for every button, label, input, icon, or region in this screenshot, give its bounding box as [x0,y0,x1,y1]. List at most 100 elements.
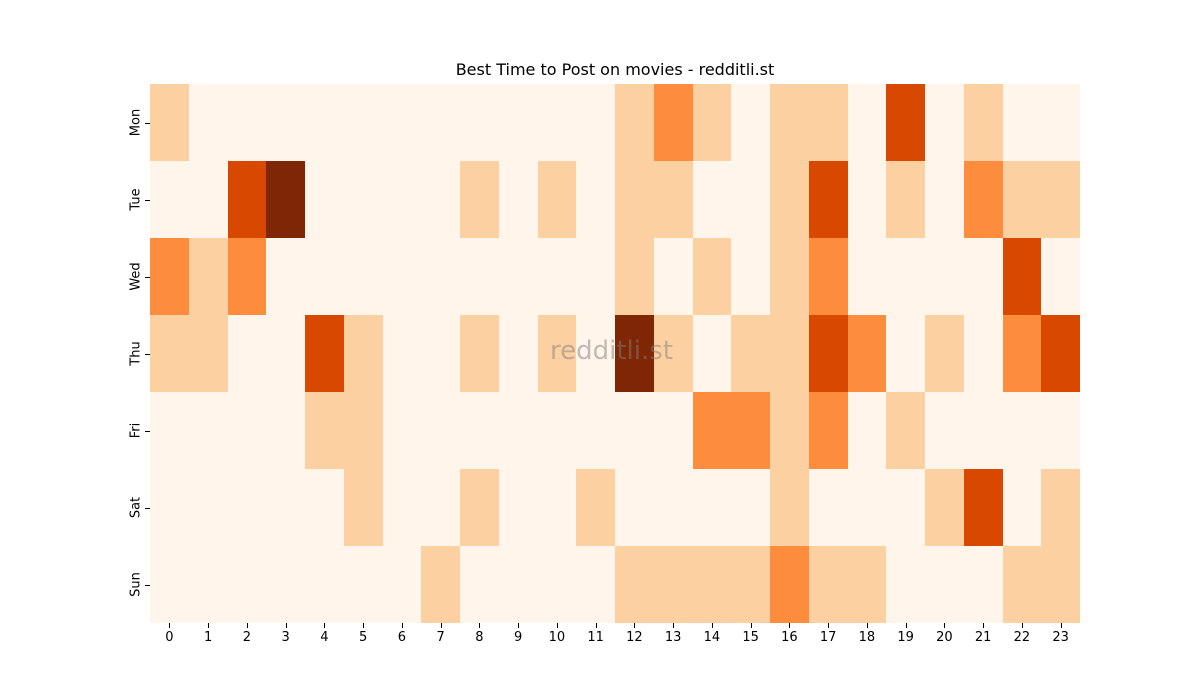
watermark: redditli.st [550,336,673,366]
heatmap-cell [266,84,305,161]
x-tick-label: 20 [936,630,953,645]
heatmap-cell [925,161,964,238]
heatmap-cell [460,315,499,392]
x-tick-label: 8 [475,630,484,645]
heatmap-cell [925,315,964,392]
y-tick [145,122,150,124]
heatmap-cell [692,469,732,546]
heatmap-cell [1041,546,1080,623]
x-tick [401,623,403,628]
x-tick [208,623,210,628]
heatmap-cell [1041,469,1080,546]
heatmap-cell [731,161,770,238]
x-tick [556,623,558,628]
x-tick [828,623,830,628]
heatmap-cell [925,84,964,161]
x-tick-label: 18 [858,630,876,645]
heatmap-cell [150,469,189,546]
heatmap-cell [886,238,925,315]
y-tick [145,276,150,278]
heatmap-cell [305,238,344,315]
heatmap-cell [963,315,1003,392]
heatmap-cell [382,84,422,161]
heatmap-cell [1041,392,1080,469]
heatmap-cell [343,161,383,238]
heatmap-cell [150,546,189,623]
heatmap-cell [653,84,693,161]
x-tick-label: 0 [165,630,174,645]
heatmap-cell [847,469,887,546]
heatmap-cell [1002,546,1042,623]
heatmap-cell [615,84,654,161]
heatmap-cell [343,469,383,546]
heatmap-cell [421,469,460,546]
heatmap-cell [925,238,964,315]
heatmap-cell [382,161,422,238]
x-tick [905,623,907,628]
heatmap-cell [847,238,887,315]
heatmap-cell [460,238,499,315]
heatmap-cell [963,392,1003,469]
heatmap-cell [305,469,344,546]
heatmap-cell [305,392,344,469]
heatmap-cell [382,469,422,546]
heatmap-cell [266,315,305,392]
heatmap-cell [382,546,422,623]
x-tick-label: 15 [742,630,759,645]
heatmap-cell [576,161,615,238]
heatmap-cell [343,392,383,469]
heatmap-cell [731,315,770,392]
heatmap-cell [615,546,654,623]
heatmap-cell [537,469,577,546]
heatmap-cell [1002,392,1042,469]
heatmap-cell [925,392,964,469]
heatmap-cell [498,84,538,161]
x-tick-label: 11 [587,630,604,645]
heatmap-cell [343,315,383,392]
heatmap-cell [460,546,499,623]
x-tick [246,623,248,628]
x-tick [866,623,868,628]
x-tick [1060,623,1062,628]
x-tick-label: 10 [548,630,566,645]
heatmap-cell [615,238,654,315]
heatmap-cell [227,161,267,238]
heatmap-cell [770,238,809,315]
heatmap-cell [382,238,422,315]
x-tick [634,623,636,628]
heatmap-cell [305,546,344,623]
x-tick-label: 4 [320,630,329,645]
heatmap-cell [460,84,499,161]
heatmap-cell [886,161,925,238]
heatmap-cell [150,84,189,161]
heatmap-grid [150,84,1080,623]
x-tick [673,623,675,628]
heatmap-cell [498,546,538,623]
heatmap-cell [731,546,770,623]
x-tick-label: 7 [436,630,445,645]
x-tick-label: 9 [513,630,523,645]
x-tick [1021,623,1023,628]
heatmap-cell [770,469,809,546]
heatmap-cell [808,469,848,546]
heatmap-cell [382,392,422,469]
heatmap-cell [227,315,267,392]
y-tick [145,353,150,355]
heatmap-cell [227,469,267,546]
heatmap-cell [925,546,964,623]
heatmap-cell [537,315,577,392]
x-tick-label: 14 [703,630,721,645]
y-tick-label: Wed [128,261,144,291]
heatmap-cell [266,161,305,238]
heatmap-cell [1041,238,1080,315]
heatmap-cell [653,315,693,392]
heatmap-cell [770,546,809,623]
heatmap-cell [1002,84,1042,161]
heatmap-cell [537,546,577,623]
heatmap-cell [188,392,228,469]
heatmap-cell [886,469,925,546]
heatmap-cell [808,84,848,161]
heatmap-cell [886,392,925,469]
heatmap-cell [847,84,887,161]
x-tick [363,623,365,628]
